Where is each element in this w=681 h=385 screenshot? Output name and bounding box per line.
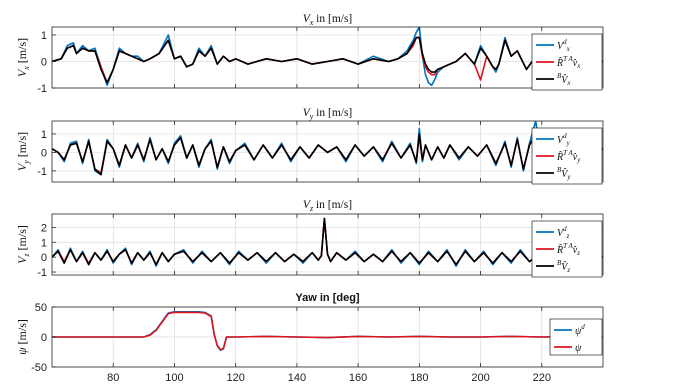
y-axis-label: Vx [m/s]	[15, 38, 31, 77]
x-tick-label: 220	[533, 372, 551, 384]
y-tick-label: -1	[37, 166, 47, 178]
legend-entry: Vdy	[557, 132, 571, 147]
subplot-title: Vy in [m/s]	[303, 107, 353, 121]
axes-frame	[51, 120, 604, 183]
series-line-black	[52, 36, 603, 84]
legend-entry: R̂T Av̂x	[556, 55, 581, 70]
x-tick-label: 80	[107, 372, 119, 384]
axes-frame	[51, 213, 604, 276]
x-tick-label: 160	[349, 372, 367, 384]
y-tick-label: 0	[41, 56, 47, 68]
y-tick-label: -1	[37, 83, 47, 95]
legend-entry: Vdx	[557, 38, 571, 53]
legend-entry: ψd	[575, 323, 585, 337]
y-axis-label: ψ [m/s]	[15, 319, 29, 355]
subplot-2: -1 0 1 Vy in [m/s] Vy [m/s] Vdy R̂T Av̂y BV̂y	[15, 107, 604, 185]
subplot-1: -1 0 1 Vx in [m/s] Vx [m/s] Vdx R̂T Av̂x BV̂x	[15, 13, 604, 95]
y-axis-label: Vz [m/s]	[15, 225, 31, 264]
y-tick-label: 0	[41, 147, 47, 159]
legend-entry: R̂T Av̂y	[556, 149, 581, 164]
axes-background	[52, 214, 603, 275]
y-tick-label: -1	[37, 267, 47, 279]
y-tick-label: 1	[41, 237, 47, 249]
legend-entry: BV̂y	[557, 166, 571, 181]
y-tick-label: 0	[41, 252, 47, 264]
legend-entry: Vdz	[557, 225, 570, 240]
legend-entry: BV̂x	[557, 72, 571, 87]
x-tick-label: 140	[288, 372, 306, 384]
legend-box	[549, 318, 603, 356]
y-axis-label: Vy [m/s]	[15, 132, 31, 171]
subplot-4: -50 0 50 80 100 120 140 160 180 200 220 Yaw in [deg…	[15, 292, 604, 384]
y-tick-label: 2	[41, 222, 47, 234]
subplot-title: Yaw in [deg]	[295, 292, 360, 304]
series-line-red	[52, 311, 603, 351]
series-line-black	[52, 217, 603, 266]
x-tick-label: 120	[226, 372, 244, 384]
y-tick-label: 0	[41, 332, 47, 344]
series-line-black	[52, 133, 603, 176]
x-tick-label: 100	[165, 372, 183, 384]
y-tick-label: 1	[41, 129, 47, 141]
legend-entry: ψ	[575, 343, 582, 354]
axes-background	[52, 27, 603, 88]
x-tick-label: 200	[471, 372, 489, 384]
subplot-title: Vz in [m/s]	[303, 199, 352, 213]
y-tick-label: -50	[31, 362, 47, 374]
legend: Vdx R̂T Av̂x BV̂x	[531, 33, 603, 91]
legend-entry: BV̂z	[557, 259, 570, 274]
y-tick-label: 1	[41, 30, 47, 42]
legend: Vdz R̂T Av̂z BV̂z	[531, 220, 603, 278]
x-tick-label: 180	[410, 372, 428, 384]
subplot-title: Vx in [m/s]	[303, 13, 353, 27]
subplot-3: -1 0 1 2 Vz in [m/s] Vz [m/s] Vdz R̂T Av̂z BV̂z	[15, 199, 604, 279]
legend: ψd ψ	[549, 318, 603, 356]
axes-frame	[51, 26, 604, 89]
legend: Vdy R̂T Av̂y BV̂y	[531, 127, 603, 185]
y-tick-label: 50	[35, 302, 47, 314]
legend-entry: R̂T Av̂z	[556, 242, 580, 257]
